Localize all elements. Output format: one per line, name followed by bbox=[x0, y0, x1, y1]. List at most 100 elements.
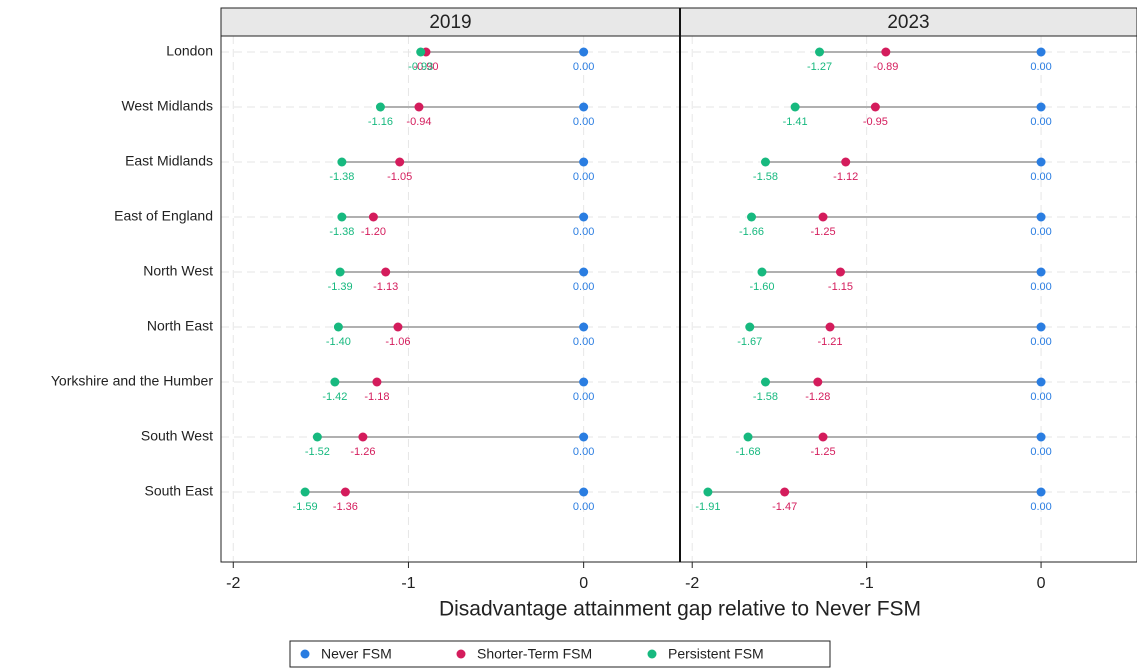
value-label: -1.18 bbox=[364, 391, 389, 403]
value-label: -1.25 bbox=[810, 446, 835, 458]
value-label: -1.42 bbox=[322, 391, 347, 403]
dot bbox=[335, 267, 345, 277]
legend-label: Persistent FSM bbox=[668, 646, 764, 662]
value-label: 0.00 bbox=[1030, 61, 1051, 73]
dot bbox=[579, 487, 589, 497]
value-label: -0.95 bbox=[863, 116, 888, 128]
y-tick-label: Yorkshire and the Humber bbox=[51, 373, 213, 389]
value-label: -1.26 bbox=[350, 446, 375, 458]
value-label: 0.00 bbox=[573, 116, 594, 128]
panel-title: 2023 bbox=[887, 12, 929, 33]
dot bbox=[818, 212, 828, 222]
y-tick-label: London bbox=[166, 43, 213, 59]
dot bbox=[337, 212, 347, 222]
value-label: -1.27 bbox=[807, 61, 832, 73]
value-label: 0.00 bbox=[573, 226, 594, 238]
dot bbox=[815, 47, 825, 57]
x-axis-title: Disadvantage attainment gap relative to … bbox=[439, 598, 921, 621]
dot bbox=[579, 157, 589, 167]
panel-header bbox=[679, 7, 1137, 37]
dot bbox=[312, 432, 322, 442]
dot bbox=[579, 377, 589, 387]
dot bbox=[300, 487, 310, 497]
dot bbox=[579, 102, 589, 112]
value-label: -1.58 bbox=[753, 171, 778, 183]
dot bbox=[1036, 267, 1046, 277]
dot bbox=[760, 377, 770, 387]
dot bbox=[337, 157, 347, 167]
value-label: 0.00 bbox=[1030, 281, 1051, 293]
y-tick-label: South East bbox=[145, 483, 214, 499]
x-tick-label: -2 bbox=[685, 575, 699, 592]
dot bbox=[393, 322, 403, 332]
dot bbox=[375, 102, 385, 112]
dot bbox=[395, 157, 405, 167]
dot bbox=[747, 212, 757, 222]
dot bbox=[358, 432, 368, 442]
panel-header bbox=[220, 7, 681, 37]
value-label: -1.58 bbox=[753, 391, 778, 403]
value-label: -1.05 bbox=[387, 171, 412, 183]
dot bbox=[381, 267, 391, 277]
dot bbox=[579, 212, 589, 222]
value-label: -1.25 bbox=[810, 226, 835, 238]
legend-marker bbox=[456, 649, 466, 659]
value-label: -1.38 bbox=[329, 171, 354, 183]
legend-label: Shorter-Term FSM bbox=[477, 646, 592, 662]
legend-marker bbox=[300, 649, 310, 659]
dot bbox=[835, 267, 845, 277]
dot bbox=[579, 47, 589, 57]
value-label: 0.00 bbox=[573, 446, 594, 458]
dot bbox=[780, 487, 790, 497]
dot bbox=[870, 102, 880, 112]
dot bbox=[703, 487, 713, 497]
dot bbox=[372, 377, 382, 387]
value-label: -1.91 bbox=[695, 501, 720, 513]
dot bbox=[813, 377, 823, 387]
legend-box bbox=[289, 640, 831, 668]
dot bbox=[416, 47, 426, 57]
dot bbox=[818, 432, 828, 442]
value-label: -1.06 bbox=[385, 336, 410, 348]
value-label: -1.66 bbox=[739, 226, 764, 238]
value-label: 0.00 bbox=[573, 281, 594, 293]
value-label: -1.68 bbox=[735, 446, 760, 458]
value-label: -1.15 bbox=[828, 281, 853, 293]
value-label: 0.00 bbox=[1030, 501, 1051, 513]
dot bbox=[1036, 47, 1046, 57]
value-label: -1.47 bbox=[772, 501, 797, 513]
y-tick-label: West Midlands bbox=[121, 98, 213, 114]
value-label: 0.00 bbox=[573, 391, 594, 403]
y-tick-label: South West bbox=[141, 428, 213, 444]
value-label: -1.13 bbox=[373, 281, 398, 293]
value-label: 0.00 bbox=[1030, 171, 1051, 183]
y-tick-label: North West bbox=[143, 263, 213, 279]
x-tick-label: -2 bbox=[226, 575, 240, 592]
dot bbox=[1036, 432, 1046, 442]
dot bbox=[340, 487, 350, 497]
dot bbox=[1036, 102, 1046, 112]
value-label: 0.00 bbox=[573, 501, 594, 513]
dot bbox=[1036, 322, 1046, 332]
dot bbox=[579, 432, 589, 442]
x-tick-label: -1 bbox=[860, 575, 874, 592]
dot bbox=[760, 157, 770, 167]
x-tick-label: 0 bbox=[1037, 575, 1046, 592]
dot bbox=[579, 322, 589, 332]
x-tick-label: 0 bbox=[579, 575, 588, 592]
dot bbox=[790, 102, 800, 112]
dot bbox=[881, 47, 891, 57]
value-label: 0.00 bbox=[1030, 391, 1051, 403]
value-label: -1.40 bbox=[326, 336, 351, 348]
value-label: -1.20 bbox=[361, 226, 386, 238]
y-tick-label: East of England bbox=[114, 208, 213, 224]
dot bbox=[1036, 157, 1046, 167]
dot bbox=[745, 322, 755, 332]
dot bbox=[1036, 377, 1046, 387]
value-label: -1.36 bbox=[333, 501, 358, 513]
value-label: -1.12 bbox=[833, 171, 858, 183]
value-label: 0.00 bbox=[1030, 116, 1051, 128]
value-label: -1.67 bbox=[737, 336, 762, 348]
value-label: 0.00 bbox=[573, 336, 594, 348]
